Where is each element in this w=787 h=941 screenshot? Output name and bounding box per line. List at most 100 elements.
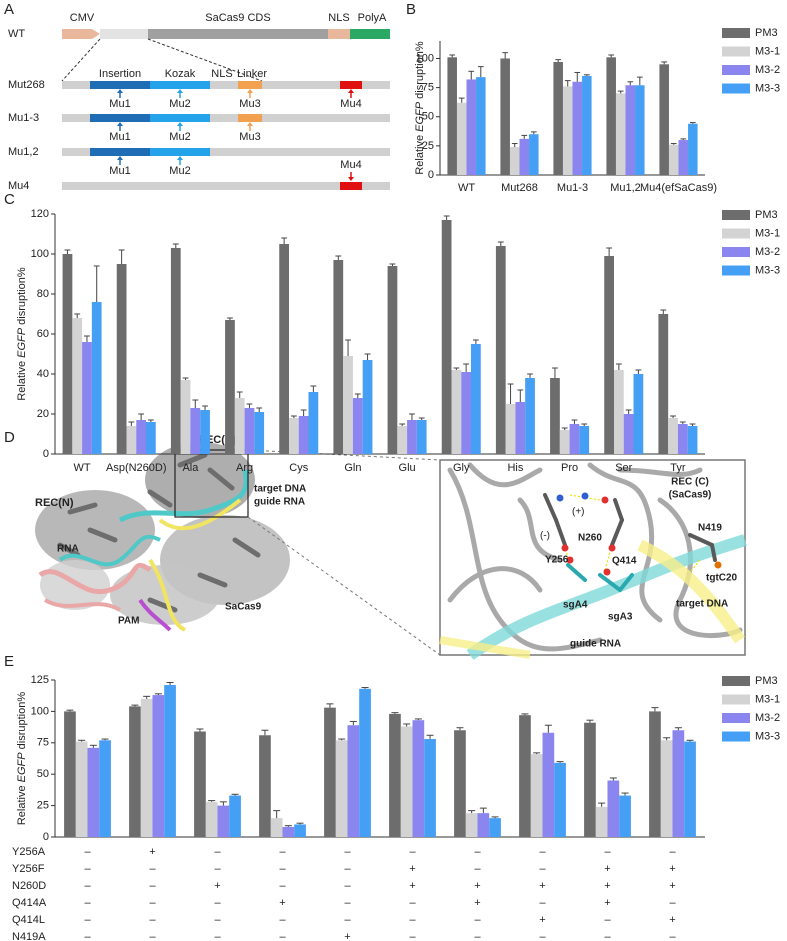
mutation-label: Mu4 xyxy=(340,159,361,171)
mutation-sign: – xyxy=(214,931,221,941)
mutation-sign: + xyxy=(669,880,675,892)
row-label: Mut268 xyxy=(8,79,45,91)
mutation-sign: + xyxy=(474,897,480,909)
error-bar xyxy=(583,74,590,76)
x-tick-label: Arg xyxy=(236,462,253,474)
panel-label: E xyxy=(4,653,14,670)
bar xyxy=(471,344,481,454)
mu4-site xyxy=(340,182,362,190)
charge-label: (+) xyxy=(572,507,585,518)
error-bar xyxy=(172,243,179,248)
arrows xyxy=(117,122,253,131)
mutation-name: N260D xyxy=(12,880,46,892)
mutation-label: Mu1 xyxy=(109,98,130,110)
error-bar xyxy=(256,407,263,412)
mutation-sign: – xyxy=(279,863,286,875)
backbone xyxy=(62,114,390,122)
bar xyxy=(225,320,235,454)
x-tick-label: His xyxy=(507,462,523,474)
bar xyxy=(500,58,510,176)
mutation-name: Q414A xyxy=(12,897,47,909)
legend-swatch xyxy=(722,228,750,239)
structure-inset: REC (C) (SaCas9) (+) (-) Y256 N260 Q414 … xyxy=(439,459,747,660)
x-tick-label: Mu1,2 xyxy=(610,182,641,194)
mutation-label: Mu2 xyxy=(169,165,190,177)
zoom-line xyxy=(147,38,263,82)
legend-label: M3-2 xyxy=(755,246,780,258)
mutation-sign: – xyxy=(214,846,221,858)
legend-swatch xyxy=(722,676,750,686)
bar xyxy=(62,254,73,454)
bar xyxy=(200,410,210,454)
x-tick-label: Mut268 xyxy=(501,182,538,194)
error-bar xyxy=(118,249,125,264)
legend-label: M3-3 xyxy=(755,264,780,276)
mutation-label: Mu1 xyxy=(109,131,130,143)
error-bar xyxy=(456,727,464,731)
error-bar xyxy=(399,423,406,426)
x-tick-label: Cys xyxy=(289,462,308,474)
bar xyxy=(684,741,696,837)
backbone xyxy=(62,81,390,89)
bar xyxy=(136,420,146,454)
y-tick-label: 50 xyxy=(422,111,434,123)
mutation-sign: – xyxy=(279,931,286,941)
y-axis-label: Relative EGFP disruption% xyxy=(16,267,28,401)
bar xyxy=(424,739,436,837)
error-bar xyxy=(449,54,456,58)
x-tick-label: WT xyxy=(458,182,475,194)
x-tick-label: Ala xyxy=(182,462,199,474)
bar xyxy=(554,762,566,837)
bar xyxy=(623,414,634,454)
bar xyxy=(606,57,616,175)
zoom-line xyxy=(61,38,101,82)
y-tick-label: 50 xyxy=(37,768,49,780)
mutation-sign: + xyxy=(669,914,675,926)
error-bar xyxy=(609,777,617,781)
bar xyxy=(509,147,520,175)
error-bar xyxy=(208,800,216,802)
element-label: CMV xyxy=(70,12,95,24)
kozak xyxy=(150,148,210,156)
mutation-sign: – xyxy=(279,914,286,926)
mutation-sign: + xyxy=(214,880,220,892)
bar xyxy=(234,398,245,454)
y-tick-label: 25 xyxy=(37,800,49,812)
error-bar xyxy=(670,415,676,418)
bar xyxy=(259,735,271,837)
legend-swatch xyxy=(722,28,750,38)
bar xyxy=(519,138,530,175)
bar xyxy=(584,722,596,837)
error-bar xyxy=(635,369,642,374)
mutation-sign: – xyxy=(214,914,221,926)
bar xyxy=(614,370,624,454)
error-bar xyxy=(131,704,139,707)
error-bar xyxy=(477,66,484,78)
mutation-name: Q414L xyxy=(12,914,45,926)
error-bar xyxy=(564,80,571,87)
bar xyxy=(525,378,535,454)
y-tick-label: 125 xyxy=(31,674,49,686)
charge-label: (-) xyxy=(540,531,550,542)
bar xyxy=(658,314,669,454)
legend-label: PM3 xyxy=(755,27,778,39)
bar xyxy=(505,404,516,454)
error-bar xyxy=(530,131,537,135)
error-bar xyxy=(143,695,151,699)
element-label: Kozak xyxy=(165,68,196,80)
error-bar xyxy=(689,122,696,124)
x-tick-label: Ser xyxy=(615,462,632,474)
construct-map: WT CMV SaCas9 CDS NLS PolyA Mut268 Inser… xyxy=(8,12,390,192)
arrows xyxy=(117,156,183,165)
y-tick-label: 0 xyxy=(43,448,49,460)
error-bar xyxy=(101,738,109,741)
bar xyxy=(164,685,176,837)
mutation-label: Mu4 xyxy=(340,98,361,110)
error-bar xyxy=(246,403,253,408)
error-bar xyxy=(502,52,509,59)
error-bar xyxy=(606,247,613,256)
legend-swatch xyxy=(722,731,750,742)
legend-label: PM3 xyxy=(755,675,778,687)
bar xyxy=(489,818,501,837)
